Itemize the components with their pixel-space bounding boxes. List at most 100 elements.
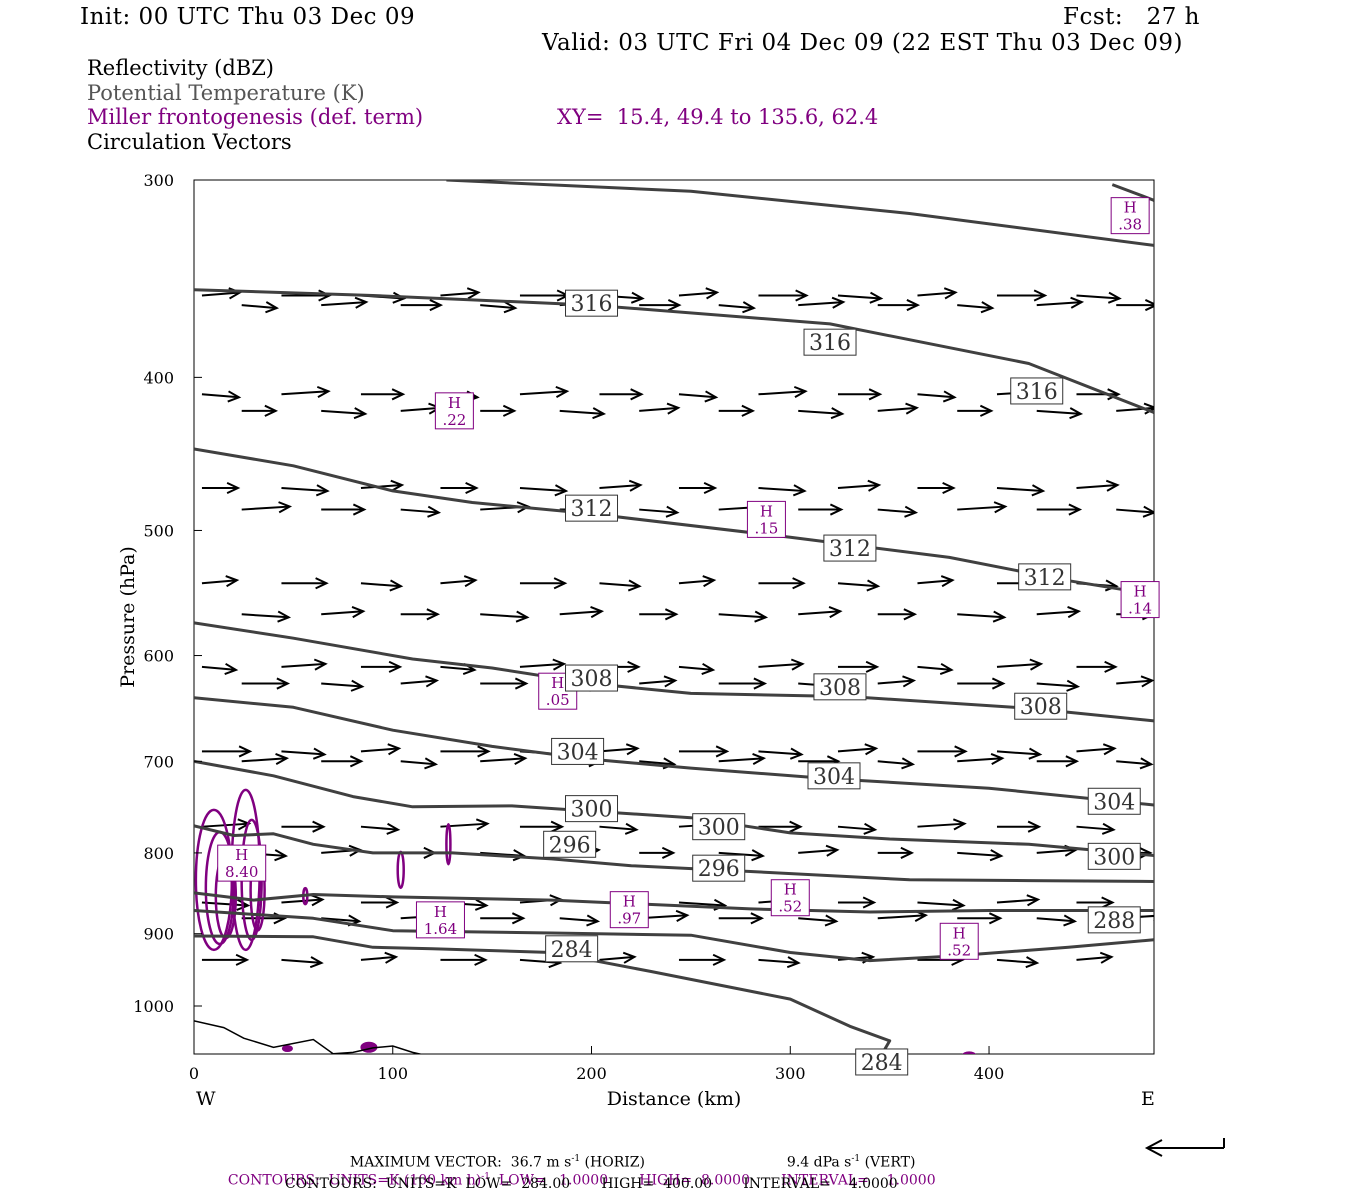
- circulation-vector: [1036, 301, 1082, 307]
- circulation-vector-head: [384, 951, 399, 964]
- circulation-vector: [678, 291, 718, 297]
- circulation-vector-head: [830, 407, 845, 420]
- circulation-vector: [639, 679, 676, 685]
- circulation-vector-head: [630, 291, 645, 304]
- circulation-vector-head: [1105, 479, 1120, 492]
- circulation-vector-head: [667, 299, 682, 312]
- circulation-vector-head: [666, 402, 681, 415]
- contours-theta-note: CONTOURS: UNITS=K LOW= 284.00 HIGH= 400.…: [285, 1176, 898, 1192]
- circulation-vector: [758, 487, 805, 493]
- theta-label: 296: [698, 857, 740, 882]
- circulation-vector-head: [754, 610, 769, 623]
- max-vector-horiz: (HORIZ): [580, 1154, 645, 1171]
- circulation-vector: [480, 757, 526, 763]
- circulation-vector: [877, 760, 913, 766]
- circulation-vector: [241, 304, 277, 310]
- circulation-vector-head: [906, 299, 921, 312]
- circulation-vector-head: [751, 849, 766, 862]
- theta-label-box: [803, 328, 857, 356]
- circulation-vector: [877, 679, 914, 685]
- circulation-vector-head: [312, 747, 327, 760]
- circulation-vector: [1036, 848, 1076, 854]
- circulation-vector: [957, 304, 993, 310]
- circulation-vector-head: [1031, 484, 1046, 497]
- frontogenesis-contour: [1190, 1057, 1206, 1063]
- circulation-vector-head: [753, 677, 768, 690]
- theta-label: 308: [571, 667, 613, 692]
- circulation-vector: [480, 304, 516, 310]
- circulation-vector-head: [792, 577, 806, 590]
- circulation-vector-head: [586, 914, 601, 927]
- circulation-vector-head: [630, 388, 644, 401]
- circulation-vector-head: [675, 909, 690, 922]
- circulation-vector-head: [795, 289, 809, 302]
- circulation-vector-head: [309, 956, 324, 969]
- circulation-vector-head: [789, 747, 804, 760]
- circulation-vector-head: [702, 575, 717, 588]
- circulation-vector: [1036, 682, 1078, 688]
- theta-contour-300: [194, 759, 1154, 857]
- theta-label-box: [1087, 906, 1141, 934]
- frontogenesis-max-value: .97: [617, 910, 641, 928]
- circulation-vector: [201, 291, 241, 297]
- frontogenesis-max-label: H: [448, 394, 461, 412]
- legend-reflectivity: Reflectivity (dBZ): [87, 56, 275, 80]
- circulation-vector: [837, 294, 882, 300]
- y-tick-label: 400: [143, 368, 174, 387]
- circulation-vector: [678, 901, 726, 907]
- circulation-vector-head: [264, 404, 279, 417]
- circulation-vector: [281, 958, 322, 964]
- circulation-vector: [798, 917, 837, 923]
- theta-contour-308: [194, 621, 1154, 723]
- theta-label-box: [807, 762, 861, 790]
- circulation-vector-head: [952, 818, 967, 831]
- circulation-vector-head: [663, 675, 678, 688]
- theta-label: 284: [861, 1051, 903, 1076]
- circulation-vector-head: [1142, 505, 1154, 518]
- circulation-vector-head: [625, 743, 640, 756]
- frontogenesis-max-value: .52: [778, 898, 802, 916]
- circulation-vector: [281, 487, 328, 493]
- circulation-vector: [877, 914, 926, 920]
- circulation-vector-head: [477, 745, 491, 758]
- circulation-vector: [360, 747, 400, 753]
- circulation-vector-head: [1107, 388, 1121, 401]
- circulation-vector-head: [312, 820, 326, 833]
- circulation-vector-head: [235, 953, 250, 966]
- frontogenesis-max-box: [770, 879, 810, 917]
- circulation-vector: [360, 825, 399, 831]
- frontogenesis-max-label: H: [434, 903, 447, 921]
- circulation-vector-head: [786, 956, 801, 969]
- circulation-vector-head: [388, 660, 403, 673]
- circulation-vector: [678, 665, 714, 671]
- circulation-vector-head: [865, 660, 880, 673]
- circulation-vector: [559, 409, 604, 415]
- circulation-vector-head: [712, 953, 727, 966]
- theta-label-box: [1087, 842, 1141, 870]
- frontogenesis-max-label: H: [623, 893, 636, 911]
- circulation-vector: [718, 851, 763, 857]
- circulation-vector: [718, 613, 766, 619]
- circulation-vector: [1036, 917, 1075, 923]
- circulation-vector: [917, 822, 965, 828]
- vertical-vector-tail: (VERT): [860, 1154, 916, 1171]
- circulation-vector-head: [1101, 822, 1116, 835]
- circulation-vector-head: [265, 301, 280, 314]
- circulation-vector: [877, 508, 916, 514]
- circulation-vector: [1076, 825, 1114, 831]
- circulation-vector-head: [1107, 291, 1122, 304]
- circulation-vector: [599, 484, 641, 490]
- circulation-vector-head: [474, 898, 489, 911]
- circulation-vector-head: [352, 503, 367, 516]
- circulation-vector-head: [1104, 660, 1118, 673]
- circulation-vector-head: [274, 849, 289, 862]
- frontogenesis-max-value: .05: [546, 691, 570, 709]
- circulation-vector: [281, 390, 329, 396]
- legend-potential-temperature: Potential Temperature (K): [87, 81, 365, 105]
- cross-section-endpoints: XY= 15.4, 49.4 to 135.6, 62.4: [557, 105, 879, 129]
- circulation-vector-head: [991, 677, 1006, 690]
- circulation-vector-head: [992, 610, 1007, 623]
- circulation-vector-head: [226, 481, 241, 495]
- circulation-vector-head: [1070, 296, 1085, 309]
- circulation-vector: [1076, 294, 1120, 300]
